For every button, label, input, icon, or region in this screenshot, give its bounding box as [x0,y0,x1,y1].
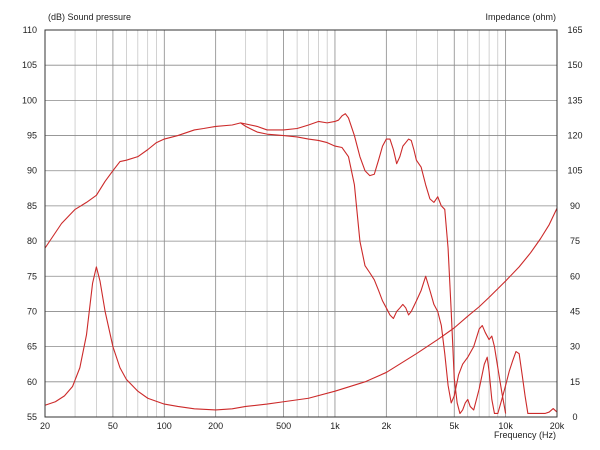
y2-tick-label: 135 [567,95,582,105]
x-tick-label: 100 [157,421,172,431]
y-tick-label: 80 [27,236,37,246]
y2-tick-label: 105 [567,166,582,176]
x-tick-label: 20 [40,421,50,431]
spl-curve-offaxis [240,113,558,415]
spl-curve-axis [44,122,507,414]
y-axis-title: (dB) Sound pressure [48,12,131,22]
x-tick-label: 200 [208,421,223,431]
x-tick-label: 1k [330,421,340,431]
y-tick-label: 65 [27,342,37,352]
x-tick-label: 10k [498,421,513,431]
x-tick-label: 500 [276,421,291,431]
y-tick-label: 75 [27,271,37,281]
y-tick-label: 85 [27,201,37,211]
y-tick-label: 70 [27,306,37,316]
plot-grid [44,29,558,418]
y2-tick-label: 30 [570,342,580,352]
y2-tick-label: 60 [570,271,580,281]
plot-curves [44,113,558,415]
x-tick-label: 20k [550,421,565,431]
tick-labels: 20 50 100 200 500 1k 2k 5k 10k 20k 55 60 65 70 75 80 85 9… [22,25,583,431]
y2-tick-label: 120 [567,131,582,141]
x-tick-label: 5k [449,421,459,431]
y2-tick-label: 90 [570,201,580,211]
y-tick-label: 100 [22,95,37,105]
y2-axis-title: Impedance (ohm) [485,12,556,22]
impedance-curve [44,208,558,411]
y-tick-label: 95 [27,131,37,141]
y2-tick-label: 0 [572,412,577,422]
y2-tick-label: 45 [570,306,580,316]
y-tick-label: 110 [23,25,37,35]
y-tick-label: 90 [27,166,37,176]
y-tick-label: 55 [27,412,37,422]
y2-tick-label: 75 [570,236,580,246]
y-tick-label: 60 [27,377,37,387]
y2-tick-label: 15 [570,377,580,387]
y2-tick-label: 150 [567,60,582,70]
y2-tick-label: 165 [567,25,582,35]
x-tick-label: 2k [382,421,392,431]
x-tick-label: 50 [108,421,118,431]
y-tick-label: 105 [22,60,37,70]
plot-frame [44,29,558,418]
x-axis-title: Frequency (Hz) [494,430,556,440]
